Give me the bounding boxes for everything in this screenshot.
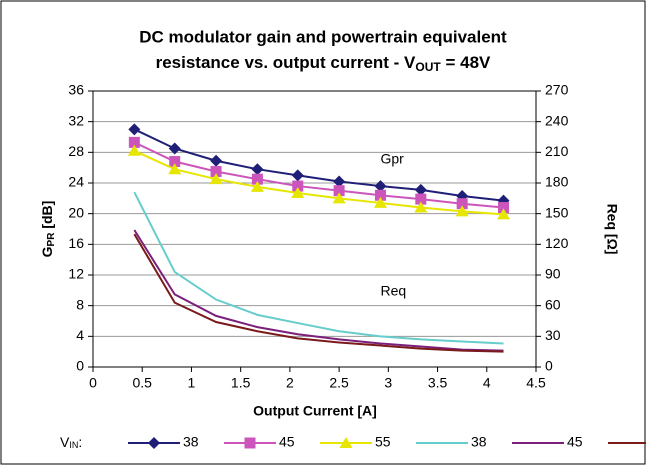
y2-axis-label: Req [Ω] — [604, 204, 620, 255]
y-tick-label: 20 — [68, 204, 84, 220]
annotation: Req — [380, 283, 406, 299]
y2-tick-label: 90 — [545, 266, 561, 282]
marker — [128, 123, 141, 136]
y2-tick-label: 180 — [545, 174, 569, 190]
y-tick-label: 16 — [68, 235, 84, 251]
marker — [414, 201, 428, 213]
series-line — [133, 229, 504, 352]
annotation: Gpr — [380, 151, 404, 167]
marker — [168, 163, 182, 175]
series-line — [133, 191, 504, 345]
marker — [127, 144, 141, 156]
marker — [374, 180, 387, 193]
marker — [210, 154, 223, 167]
marker — [251, 163, 264, 176]
y-tick-label: 36 — [68, 82, 84, 98]
x-tick-label: 2 — [286, 375, 294, 391]
x-tick-label: 0 — [89, 375, 97, 391]
marker — [168, 142, 181, 155]
marker — [250, 180, 264, 192]
series-line — [133, 149, 504, 216]
marker — [292, 180, 304, 192]
y-tick-label: 32 — [68, 112, 84, 128]
plot-border — [92, 90, 537, 368]
marker — [333, 175, 346, 188]
marker — [169, 156, 181, 168]
marker — [148, 437, 160, 449]
y-tick-label: 24 — [68, 174, 84, 190]
x-tick-label: 4.5 — [526, 375, 546, 391]
y2-tick-label: 270 — [545, 82, 569, 98]
marker — [251, 173, 263, 185]
y-tick-label: 28 — [68, 143, 84, 159]
marker — [209, 173, 223, 185]
y2-tick-label: 60 — [545, 296, 561, 312]
marker — [210, 166, 222, 177]
marker — [455, 205, 469, 217]
y-tick-label: 4 — [76, 327, 84, 343]
chart-title: DC modulator gain and powertrain equival… — [139, 27, 507, 46]
x-tick-label: 1 — [188, 375, 196, 391]
series-line — [133, 233, 504, 353]
marker — [244, 437, 256, 449]
legend-label: 38 — [471, 434, 487, 450]
marker — [456, 198, 468, 210]
y2-tick-label: 0 — [545, 358, 553, 374]
y-tick-label: 12 — [68, 266, 84, 282]
marker — [415, 193, 427, 205]
y2-tick-label: 240 — [545, 112, 569, 128]
marker — [374, 189, 386, 201]
marker — [332, 192, 346, 204]
marker — [339, 437, 353, 448]
legend-label: 38 — [183, 434, 199, 450]
y2-tick-label: 150 — [545, 204, 569, 220]
y2-tick-label: 120 — [545, 235, 569, 251]
x-tick-label: 1.5 — [231, 375, 251, 391]
y2-tick-label: 210 — [545, 143, 569, 159]
x-axis-label: Output Current [A] — [253, 403, 377, 419]
marker — [128, 136, 140, 148]
marker — [291, 169, 304, 182]
legend-prefix: VIN: — [60, 434, 82, 451]
marker — [373, 196, 387, 208]
x-tick-label: 2.5 — [329, 375, 349, 391]
marker — [497, 208, 511, 220]
x-tick-label: 0.5 — [132, 375, 152, 391]
marker — [333, 185, 345, 197]
legend-label: 55 — [375, 434, 391, 450]
series-line — [133, 128, 504, 202]
legend-label: 45 — [567, 434, 583, 450]
y-tick-label: 0 — [76, 358, 84, 374]
legend-label: 45 — [279, 434, 295, 450]
y-tick-label: 8 — [76, 296, 84, 312]
chart-title-line2: resistance vs. output current - VOUT = 4… — [156, 53, 491, 74]
series-line — [133, 141, 504, 209]
x-tick-label: 3 — [384, 375, 392, 391]
y2-tick-label: 30 — [545, 327, 561, 343]
marker — [498, 202, 510, 214]
y-axis-label: GPR [dB] — [39, 201, 57, 258]
x-tick-label: 3.5 — [428, 375, 448, 391]
marker — [414, 183, 427, 196]
x-tick-label: 4 — [483, 375, 491, 391]
marker — [291, 186, 305, 198]
